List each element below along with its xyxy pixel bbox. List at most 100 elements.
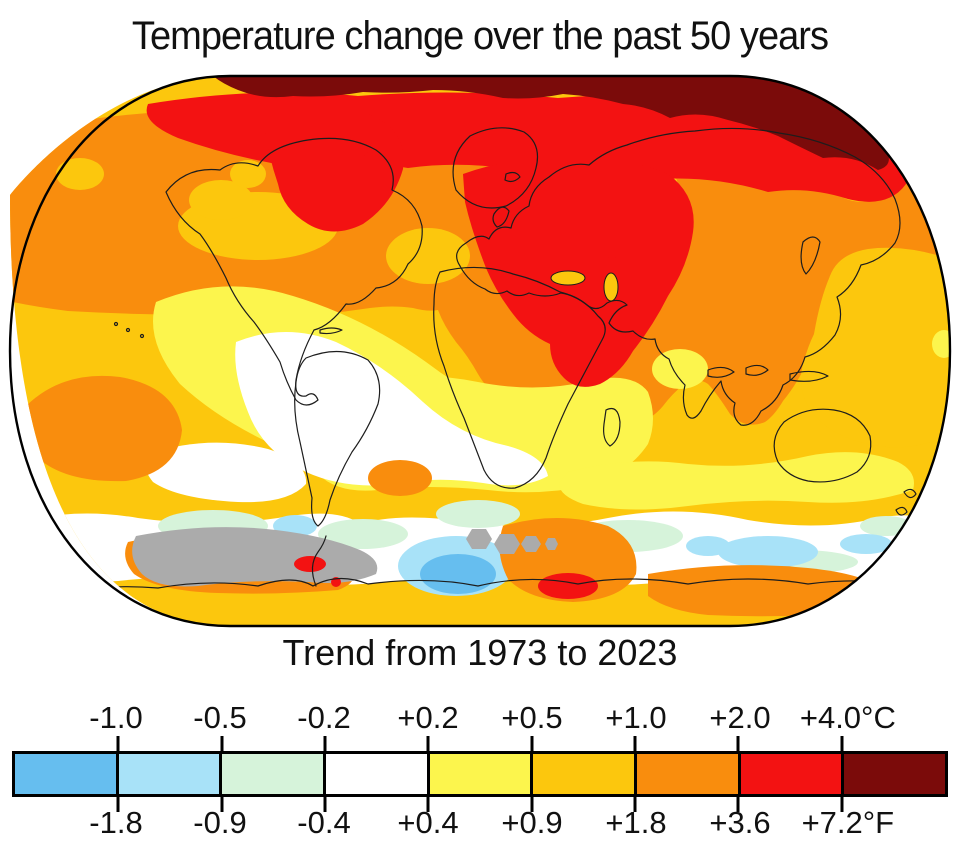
coast-new-guinea bbox=[789, 370, 829, 382]
celsius-label: -0.5 bbox=[193, 700, 247, 735]
orange-south-pacific bbox=[22, 375, 182, 482]
yellow-patch bbox=[932, 330, 950, 358]
red-spot bbox=[608, 252, 616, 260]
dark-red-arctic-cap bbox=[213, 76, 889, 170]
gray-west-antarctica bbox=[132, 527, 378, 587]
gold-npacific bbox=[800, 249, 950, 448]
colorbar-segment bbox=[530, 754, 635, 794]
colorbar-tick bbox=[116, 794, 120, 812]
red-spot bbox=[538, 573, 598, 599]
gold-patch bbox=[386, 228, 470, 284]
gray-hex-dot bbox=[521, 536, 541, 552]
celsius-label-row: -1.0 -0.5 -0.2 +0.2 +0.5 +1.0 +2.0 +4.0°… bbox=[12, 698, 948, 736]
gray-no-data bbox=[132, 527, 558, 587]
coast-south-america bbox=[294, 350, 381, 527]
colorbar-segment bbox=[634, 754, 738, 794]
gold-patch bbox=[230, 160, 266, 188]
orange-patch bbox=[368, 460, 432, 496]
black-sea bbox=[550, 270, 586, 286]
colorbar-legend: -1.0 -0.5 -0.2 +0.2 +0.5 +1.0 +2.0 +4.0°… bbox=[12, 698, 948, 845]
colorbar-segment bbox=[115, 754, 220, 794]
colorbar-segment bbox=[323, 754, 427, 794]
caspian-sea bbox=[603, 272, 619, 302]
gold-patch bbox=[56, 158, 104, 190]
colorbar-tick bbox=[633, 736, 637, 754]
celsius-label: +1.0 bbox=[605, 700, 667, 735]
fahrenheit-label: +0.4 bbox=[397, 805, 459, 840]
blue-patch bbox=[420, 554, 496, 594]
colorbar-tick bbox=[530, 794, 534, 812]
coast-hawaii-dot bbox=[139, 333, 145, 339]
pale-green-patch bbox=[436, 500, 520, 528]
colorbar-tick bbox=[736, 736, 740, 754]
coast-hawaii-dot bbox=[125, 327, 131, 333]
coastlines bbox=[62, 127, 929, 593]
pale-green-patch bbox=[318, 519, 408, 549]
red-spot bbox=[294, 556, 326, 572]
coast-iceland bbox=[504, 171, 521, 183]
colorbar-segment bbox=[841, 754, 946, 794]
coast-africa bbox=[433, 266, 606, 489]
fahrenheit-label: +3.6 bbox=[709, 805, 771, 840]
celsius-label: +0.2 bbox=[397, 700, 459, 735]
red-spot bbox=[364, 152, 376, 164]
coast-eurasia bbox=[456, 127, 901, 426]
coast-new-zealand bbox=[895, 488, 917, 516]
colorbar-tick bbox=[323, 794, 327, 812]
light-blue-patch bbox=[718, 536, 818, 568]
coast-antarctica bbox=[62, 577, 929, 593]
colorbar-tick bbox=[840, 794, 844, 812]
light-blue-patch bbox=[840, 534, 892, 554]
gray-hex-dot bbox=[545, 538, 558, 550]
fahrenheit-label: -0.4 bbox=[297, 805, 351, 840]
celsius-label: -0.2 bbox=[297, 700, 351, 735]
colorbar-tick bbox=[426, 794, 430, 812]
celsius-label: +2.0 bbox=[709, 700, 771, 735]
figure-title: Temperature change over the past 50 year… bbox=[131, 14, 829, 58]
coast-japan bbox=[800, 236, 821, 275]
coast-australia bbox=[773, 408, 872, 483]
celsius-label: -1.0 bbox=[89, 700, 143, 735]
colorbar bbox=[12, 736, 948, 812]
yellow-india bbox=[652, 349, 708, 389]
coast-sulawesi bbox=[745, 364, 769, 376]
colorbar-tick bbox=[323, 736, 327, 754]
coast-north-america bbox=[165, 137, 423, 406]
fahrenheit-label: +1.8 bbox=[605, 805, 667, 840]
map-outline bbox=[8, 74, 952, 628]
fahrenheit-label: +7.2°F bbox=[801, 805, 895, 840]
coast-hawaii-dot bbox=[113, 321, 119, 327]
colorbar-segment bbox=[426, 754, 531, 794]
white-sepacific-core bbox=[235, 332, 548, 486]
celsius-label: +4.0°C bbox=[799, 700, 896, 735]
gray-hex-dot bbox=[466, 529, 492, 549]
colorbar-tick bbox=[426, 736, 430, 754]
celsius-label: +0.5 bbox=[501, 700, 563, 735]
colorbar-tick bbox=[220, 794, 224, 812]
temperature-field bbox=[10, 76, 950, 626]
yellow-south-indian bbox=[559, 452, 914, 510]
coast-borneo bbox=[707, 366, 735, 378]
colorbar-tick bbox=[840, 736, 844, 754]
coast-cuba bbox=[319, 327, 343, 335]
world-map-svg bbox=[8, 74, 952, 628]
figure-subtitle: Trend from 1973 to 2023 bbox=[282, 632, 678, 673]
fahrenheit-label-row: -1.8 -0.9 -0.4 +0.4 +0.9 +1.8 +3.6 +7.2°… bbox=[12, 805, 948, 845]
world-map bbox=[8, 74, 952, 630]
fahrenheit-label: -0.9 bbox=[193, 805, 247, 840]
colorbar-segment bbox=[15, 754, 116, 794]
gray-hex-dot bbox=[494, 534, 520, 554]
fahrenheit-label: +0.9 bbox=[501, 805, 563, 840]
colorbar-tick bbox=[116, 736, 120, 754]
coast-antarctic-peninsula bbox=[311, 535, 327, 587]
coast-britain bbox=[492, 206, 510, 228]
colorbar-tick bbox=[220, 736, 224, 754]
colorbar-tick bbox=[633, 794, 637, 812]
fahrenheit-label: -1.8 bbox=[89, 805, 143, 840]
colorbar-tick bbox=[530, 736, 534, 754]
red-canadian-arctic bbox=[263, 108, 404, 232]
colorbar-segment bbox=[219, 754, 324, 794]
colorbar-segment bbox=[737, 754, 842, 794]
light-blue-patch bbox=[920, 508, 950, 524]
